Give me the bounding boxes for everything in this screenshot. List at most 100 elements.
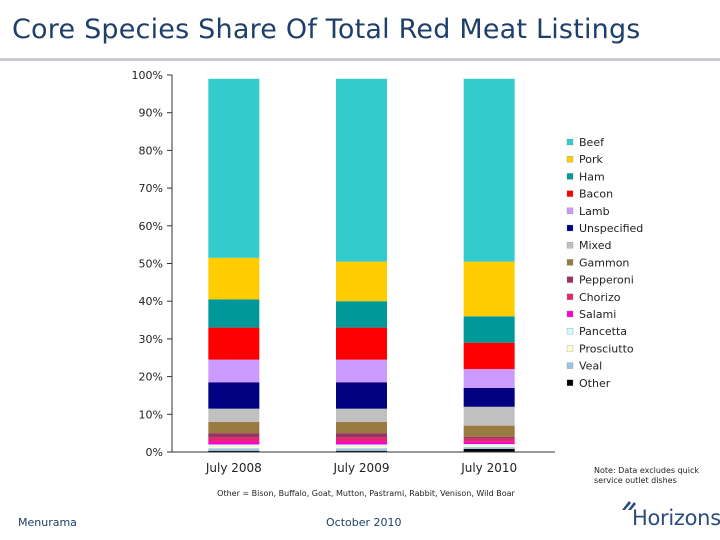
y-tick-label: 50% (139, 258, 163, 271)
bar-segment-unspecified (463, 387, 515, 407)
legend-label: Other (579, 377, 611, 390)
legend-label: Bacon (579, 188, 613, 201)
bar-segment-beef (336, 78, 387, 262)
legend-swatch-unspecified (566, 224, 574, 232)
legend-swatch-prosciutto (566, 345, 574, 352)
legend-swatch-pork (566, 156, 574, 163)
legend-label: Salami (579, 308, 616, 321)
y-tick-label: 10% (139, 408, 163, 421)
legend-label: Veal (579, 360, 602, 373)
data-note: Note: Data excludes quick service outlet… (594, 466, 699, 485)
y-tick-label: 90% (139, 107, 163, 120)
bar-segment-veal (463, 447, 515, 449)
bar-segment-other (463, 448, 515, 452)
bar-segment-beef (208, 78, 260, 258)
y-tick-label: 30% (139, 333, 163, 346)
chart-legend: Beef Pork Ham Bacon Lamb Unspecified Mixed Gamm… (566, 136, 643, 390)
bar-segment-unspecified (208, 382, 260, 409)
y-tick-label: 40% (139, 295, 163, 308)
legend-label: Prosciutto (579, 342, 634, 355)
horizons-logo: Horizons (618, 498, 720, 536)
legend-swatch-beef (566, 138, 574, 146)
legend-label: Unspecified (579, 222, 643, 235)
x-tick-label: July 2009 (333, 461, 390, 475)
bar-segment-salami (463, 441, 515, 445)
bar-segment-pancetta (208, 444, 260, 447)
bar-segment-ham (463, 316, 515, 343)
y-tick-label: 0% (146, 446, 163, 459)
bar-segment-chorizo (208, 437, 260, 442)
legend-label: Pork (579, 153, 603, 166)
legend-swatch-chorizo (566, 293, 574, 300)
legend-swatch-salami (566, 310, 574, 318)
footer-date: October 2010 (326, 516, 402, 529)
legend-swatch-ham (566, 173, 574, 180)
title-divider (0, 58, 720, 61)
logo-text: Horizons (632, 506, 720, 530)
bar-segment-gammon (463, 425, 515, 437)
bar-segment-chorizo (336, 437, 387, 442)
bar-stack-group (208, 78, 515, 452)
x-tick-label: July 2008 (205, 461, 262, 475)
bar-segment-prosciutto (463, 445, 515, 448)
bar-segment-pork (208, 257, 260, 300)
y-tick-label: 80% (139, 144, 163, 157)
bar-segment-pork (336, 261, 387, 302)
legend-swatch-bacon (566, 190, 574, 197)
bar-segment-gammon (336, 421, 387, 434)
y-tick-label: 100% (132, 69, 163, 82)
legend-swatch-veal (566, 362, 574, 369)
bar-segment-beef (463, 78, 515, 262)
bar-segment-bacon (336, 327, 387, 360)
footer-source: Menurama (18, 516, 77, 529)
logo-mark-icon (622, 501, 636, 510)
bar-segment-pepperoni (463, 436, 515, 439)
legend-label: Lamb (579, 205, 610, 218)
bar-segment-lamb (208, 359, 260, 383)
slide-title: Core Species Share Of Total Red Meat Lis… (12, 14, 641, 45)
bar-segment-pepperoni (208, 433, 260, 438)
bar-segment-ham (208, 299, 260, 328)
bar-segment-gammon (208, 421, 260, 434)
bar-segment-salami (208, 441, 260, 445)
bar-segment-veal (336, 448, 387, 451)
legend-swatch-gammon (566, 259, 574, 266)
bar-segment-lamb (463, 369, 515, 388)
legend-label: Gammon (579, 256, 629, 269)
legend-swatch-pepperoni (566, 276, 574, 283)
bar-segment-pancetta (336, 444, 387, 447)
bar-segment-lamb (336, 359, 387, 383)
bar-segment-mixed (208, 408, 260, 422)
bar-segment-unspecified (336, 382, 387, 409)
bar-segment-prosciutto (208, 446, 260, 449)
bar-segment-bacon (463, 342, 515, 370)
legend-label: Beef (579, 136, 605, 149)
bar-segment-prosciutto (336, 446, 387, 449)
bar-segment-mixed (336, 408, 387, 422)
bar-segment-salami (336, 441, 387, 445)
other-footnote: Other = Bison, Buffalo, Goat, Mutton, Pa… (217, 489, 515, 498)
bar-segment-pancetta (463, 444, 515, 446)
bar-segment-bacon (208, 327, 260, 360)
legend-swatch-lamb (566, 207, 574, 214)
y-tick-label: 20% (139, 371, 163, 384)
legend-swatch-mixed (566, 242, 574, 249)
legend-label: Pepperoni (579, 274, 634, 287)
bar-segment-other (208, 450, 260, 452)
bar-segment-veal (208, 448, 260, 451)
bar-segment-pepperoni (336, 433, 387, 438)
legend-label: Chorizo (579, 291, 621, 304)
bar-segment-chorizo (463, 438, 515, 442)
y-tick-label: 70% (139, 182, 163, 195)
legend-swatch-pancetta (566, 328, 574, 335)
legend-swatch-other (566, 379, 574, 386)
legend-label: Ham (579, 170, 605, 183)
chart-axes: 0% 10% 20% 30% 40% 50% 60% 70% 80% 90% 100% July 20… (132, 69, 555, 475)
legend-label: Pancetta (579, 325, 627, 338)
bar-segment-pork (463, 261, 515, 317)
y-tick-label: 60% (139, 220, 163, 233)
bar-segment-other (336, 450, 387, 452)
x-tick-label: July 2010 (460, 461, 517, 475)
bar-segment-ham (336, 301, 387, 328)
